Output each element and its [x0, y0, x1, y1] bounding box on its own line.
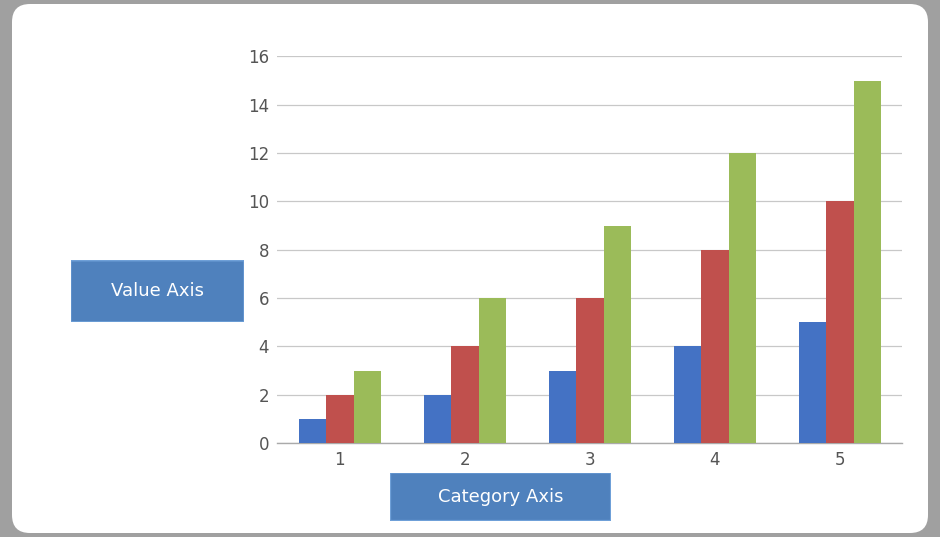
Text: Category Axis: Category Axis: [438, 488, 563, 506]
Bar: [728, 153, 756, 443]
Bar: [353, 371, 381, 443]
FancyBboxPatch shape: [70, 260, 244, 322]
Bar: [799, 322, 826, 443]
Text: Value Axis: Value Axis: [111, 282, 204, 300]
Bar: [701, 250, 728, 443]
Bar: [451, 346, 478, 443]
Bar: [603, 226, 631, 443]
Bar: [674, 346, 701, 443]
Bar: [576, 298, 603, 443]
FancyBboxPatch shape: [390, 473, 611, 521]
Bar: [826, 201, 854, 443]
Bar: [549, 371, 576, 443]
Bar: [424, 395, 451, 443]
Bar: [299, 419, 326, 443]
Bar: [326, 395, 353, 443]
Bar: [854, 81, 881, 443]
FancyBboxPatch shape: [12, 4, 928, 533]
Bar: [478, 298, 506, 443]
